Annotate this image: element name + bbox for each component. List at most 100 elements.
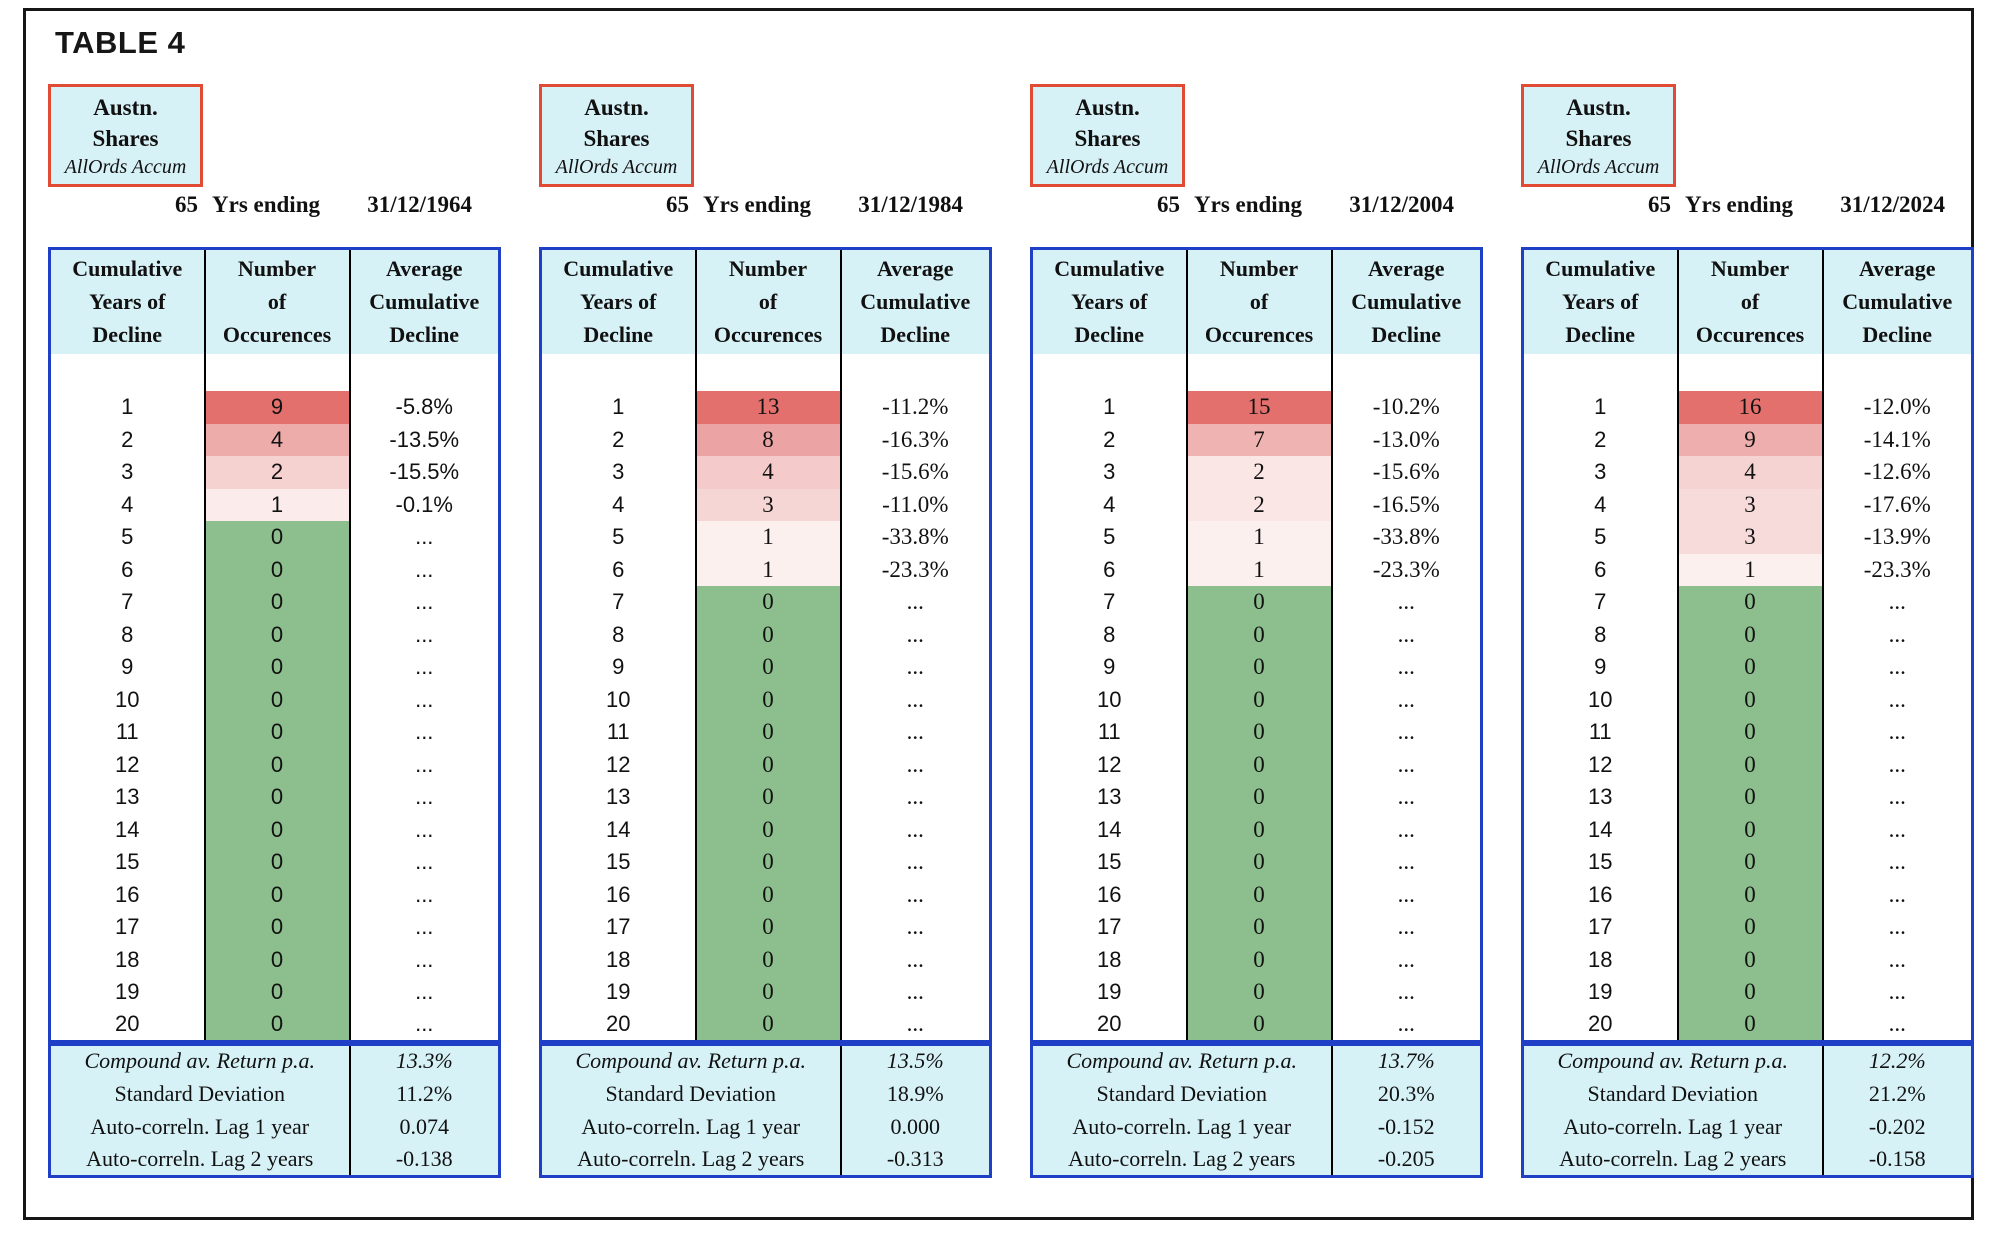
- occurrences-cell: 0: [204, 683, 351, 716]
- decline-cell: ...: [906, 849, 924, 875]
- stat-value: -0.205: [1377, 1145, 1435, 1171]
- asset-index-label: AllOrds Accum: [1046, 156, 1169, 178]
- table-row: 6 1 -23.3%: [1522, 553, 1973, 586]
- decline-cell: ...: [906, 914, 924, 940]
- table-row: 2 9 -14.1%: [1522, 423, 1973, 456]
- occurrences-cell: 0: [1186, 911, 1333, 944]
- header-row: Cumulative Years of Decline Number of Oc…: [540, 248, 991, 354]
- occurrences-cell: 16: [1677, 391, 1824, 424]
- period-years-count: 65: [666, 192, 689, 217]
- stats-table: Compound av. Return p.a. 13.5% Standard …: [539, 1042, 992, 1178]
- occurrences-cell: 0: [1186, 781, 1333, 814]
- stat-label: Standard Deviation: [49, 1077, 351, 1110]
- occurrences-cell: 0: [204, 651, 351, 684]
- spacer-row: [1522, 354, 1973, 391]
- table-row: 14 0 ...: [540, 813, 991, 846]
- occurrences-cell: 3: [695, 488, 842, 521]
- occurrences-cell: 0: [1186, 618, 1333, 651]
- period-label: Yrs ending: [703, 192, 811, 217]
- years-cell: 10: [540, 683, 697, 716]
- decline-cell: ...: [1888, 686, 1906, 712]
- table-row: 2 4 -13.5%: [49, 423, 500, 456]
- years-cell: 9: [1031, 651, 1188, 684]
- col-header-cumulative-years: Cumulative Years of Decline: [49, 248, 206, 354]
- page-title: TABLE 4: [55, 25, 186, 60]
- occurrences-cell: 13: [695, 391, 842, 424]
- stat-value: 13.7%: [1377, 1048, 1435, 1074]
- decline-cell: ...: [415, 784, 434, 810]
- table-row: 16 0 ...: [49, 878, 500, 911]
- asset-name-line1: Austn.: [1075, 95, 1140, 120]
- col-header-cumulative-years: Cumulative Years of Decline: [1031, 248, 1188, 354]
- table-row: 2 7 -13.0%: [1031, 423, 1482, 456]
- header-row: Cumulative Years of Decline Number of Oc…: [1031, 248, 1482, 354]
- asset-index-label: AllOrds Accum: [64, 156, 187, 178]
- occurrences-cell: 7: [1186, 423, 1333, 456]
- occurrences-cell: 1: [1186, 553, 1333, 586]
- table-row: 14 0 ...: [1031, 813, 1482, 846]
- table-row: 16 0 ...: [540, 878, 991, 911]
- col-header-occurrences: Number of Occurences: [695, 248, 842, 354]
- table-row: 20 0 ...: [540, 1008, 991, 1041]
- decline-cell: -10.2%: [1372, 394, 1440, 420]
- data-rows: 1 13 -11.2% 2 8 -16.3% 3 4 -15.6% 4 3 -1…: [540, 354, 991, 1041]
- table-row: 7 0 ...: [1522, 586, 1973, 619]
- occurrences-cell: 0: [1677, 1008, 1824, 1041]
- occurrences-cell: 0: [1677, 813, 1824, 846]
- years-cell: 3: [1522, 456, 1679, 489]
- occurrences-cell: 1: [695, 553, 842, 586]
- stats-rows: Compound av. Return p.a. 13.5% Standard …: [540, 1044, 991, 1176]
- years-cell: 10: [1522, 683, 1679, 716]
- stat-value: -0.158: [1868, 1145, 1926, 1171]
- occurrences-cell: 4: [1677, 456, 1824, 489]
- years-cell: 18: [49, 943, 206, 976]
- stat-value: 18.9%: [886, 1080, 944, 1106]
- occurrences-cell: 0: [1677, 586, 1824, 619]
- occurrences-cell: 0: [695, 586, 842, 619]
- years-cell: 14: [1031, 813, 1188, 846]
- occurrences-cell: 0: [1677, 878, 1824, 911]
- decline-cell: ...: [1888, 654, 1906, 680]
- period-end-date: 31/12/1984: [858, 192, 963, 217]
- table-row: 10 0 ...: [49, 683, 500, 716]
- years-cell: 11: [1031, 716, 1188, 749]
- years-cell: 6: [1522, 553, 1679, 586]
- stat-value: -0.202: [1868, 1113, 1926, 1139]
- stat-label: Auto-correln. Lag 1 year: [1522, 1110, 1824, 1143]
- decline-cell: ...: [1397, 946, 1415, 972]
- occurrences-cell: 0: [204, 976, 351, 1009]
- table-row: 19 0 ...: [49, 976, 500, 1009]
- asset-name-line2: Shares: [1074, 126, 1141, 151]
- occurrences-cell: 0: [204, 716, 351, 749]
- spacer-row: [1031, 354, 1482, 391]
- period-label: Yrs ending: [1685, 192, 1793, 217]
- decline-cell: -13.5%: [389, 426, 460, 452]
- occurrences-cell: 1: [1677, 553, 1824, 586]
- occurrences-cell: 0: [204, 781, 351, 814]
- years-cell: 1: [1522, 391, 1679, 424]
- occurrences-cell: 0: [1677, 748, 1824, 781]
- stat-row: Compound av. Return p.a. 12.2%: [1522, 1044, 1973, 1077]
- decline-cell: ...: [906, 589, 924, 615]
- asset-index-label: AllOrds Accum: [555, 156, 678, 178]
- years-cell: 19: [1522, 976, 1679, 1009]
- panel: Austn. Shares AllOrds Accum 65 Yrs endin…: [539, 84, 992, 1178]
- years-cell: 15: [540, 846, 697, 879]
- years-cell: 16: [49, 878, 206, 911]
- table-frame: TABLE 4 Austn. Shares AllOrds Accum 65 Y…: [23, 8, 1974, 1220]
- table-row: 14 0 ...: [49, 813, 500, 846]
- occurrences-cell: 1: [204, 488, 351, 521]
- years-cell: 6: [540, 553, 697, 586]
- stat-row: Auto-correln. Lag 1 year 0.000: [540, 1110, 991, 1143]
- table-row: 4 3 -11.0%: [540, 488, 991, 521]
- decline-cell: -15.5%: [389, 459, 460, 485]
- years-cell: 16: [540, 878, 697, 911]
- decline-cell: ...: [906, 621, 924, 647]
- occurrences-cell: 9: [1677, 423, 1824, 456]
- table-row: 1 15 -10.2%: [1031, 391, 1482, 424]
- occurrences-cell: 0: [204, 813, 351, 846]
- table-row: 17 0 ...: [1031, 911, 1482, 944]
- years-cell: 5: [49, 521, 206, 554]
- occurrences-cell: 0: [1677, 781, 1824, 814]
- table-row: 8 0 ...: [540, 618, 991, 651]
